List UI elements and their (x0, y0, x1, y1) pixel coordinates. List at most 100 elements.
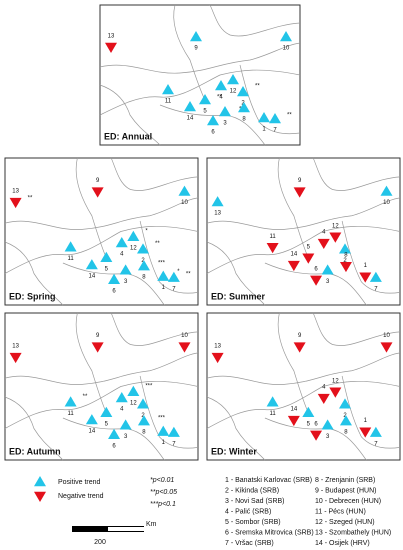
station-label: 8 (142, 430, 146, 436)
map-boundary (75, 157, 107, 258)
station-label: 7 (273, 128, 277, 134)
station-label: 1 (262, 127, 266, 133)
significance-label: ** (83, 394, 88, 400)
legend: Positive trend Negative trend *p<0.01 **p<0… (34, 476, 391, 547)
significance-label: *** (158, 416, 166, 422)
map-boundary (173, 4, 206, 101)
map-boundary (4, 352, 199, 385)
station-label: 7 (172, 441, 176, 447)
station-label: 10 (383, 200, 390, 206)
legend-negative: Negative trend (58, 493, 104, 500)
station-label: 3 (326, 279, 330, 285)
station-name: 3 - Novi Sad (SRB) (225, 498, 285, 505)
map-boundary (277, 157, 309, 258)
map-boundary (206, 380, 401, 429)
positive-trend-marker (137, 415, 150, 426)
panel-frame (4, 157, 199, 306)
positive-trend-marker (100, 251, 113, 262)
negative-trend-marker (9, 352, 22, 364)
station-label: 8 (344, 430, 348, 436)
map-boundary (110, 157, 199, 191)
station-label: 8 (242, 117, 246, 123)
station-label: 14 (187, 116, 194, 122)
station-label: 13 (214, 211, 221, 217)
negative-trend-marker (91, 187, 104, 198)
positive-trend-marker (184, 101, 196, 112)
scale-bar-half (108, 527, 144, 531)
panel-frame (206, 312, 401, 461)
positive-trend-marker (321, 264, 334, 275)
station-label: 4 (120, 407, 124, 413)
negative-trend-marker (293, 187, 306, 198)
positive-trend-marker (302, 406, 315, 417)
positive-trend-marker (85, 414, 98, 425)
station-label: 9 (194, 46, 198, 52)
station-label: 14 (89, 429, 96, 435)
station-label: 11 (270, 234, 277, 240)
positive-trend-marker (64, 241, 77, 252)
negative-trend-marker (317, 238, 330, 250)
negative-trend-marker (339, 261, 352, 273)
positive-trend-marker (100, 406, 113, 417)
significance-label: ** (217, 95, 222, 101)
station-label: 3 (326, 434, 330, 440)
panel-title: ED: Spring (9, 291, 56, 301)
station-name: 2 - Kikinda (SRB) (225, 487, 279, 494)
positive-trend-marker (136, 243, 149, 254)
station-label: 5 (307, 244, 311, 250)
panel-title: ED: Annual (104, 131, 152, 141)
positive-trend-marker (258, 112, 270, 123)
station-name: 13 - Szombathely (HUN) (315, 529, 391, 536)
negative-trend-marker (266, 243, 279, 254)
negative-trend-marker (302, 253, 315, 264)
station-label: 9 (298, 333, 302, 339)
station-name: 8 - Zrenjanin (SRB) (315, 477, 375, 484)
station-label: 1 (162, 285, 166, 291)
station-label: 4 (322, 385, 326, 391)
station-label: 2 (343, 258, 347, 264)
positive-trend-marker (280, 31, 292, 42)
station-label: 13 (214, 344, 221, 350)
significance-label: *** (145, 383, 153, 389)
positive-trend-marker (369, 426, 382, 437)
station-label: 9 (96, 178, 100, 184)
scale-value: 200 (94, 539, 106, 546)
map-boundary (341, 220, 401, 294)
positive-trend-marker (237, 86, 249, 97)
positive-trend-marker (162, 84, 174, 95)
negative-trend-marker (293, 342, 306, 353)
panel-frame (206, 157, 401, 306)
negative-trend-marker (310, 430, 323, 441)
positive-trend-marker (207, 115, 219, 126)
station-label: 4 (322, 230, 326, 236)
positive-trend-marker (167, 426, 180, 437)
station-label: 9 (96, 333, 100, 339)
negative-trend-marker (287, 260, 300, 272)
station-label: 13 (12, 189, 19, 195)
positive-trend-marker (127, 385, 140, 396)
positive-trend-marker (108, 428, 121, 439)
station-label: 6 (112, 443, 116, 449)
station-label: 3 (124, 279, 128, 285)
station-name: 14 - Osijek (HRV) (315, 540, 370, 547)
station-label: 1 (364, 418, 368, 424)
positive-trend-marker (266, 396, 279, 407)
positive-trend-marker (380, 185, 393, 196)
station-label: 2 (343, 413, 347, 419)
map-panel: ED: Spring 1 * 2 ** 3 4 5 6 7 ** 8 *** 9 10 11 12 * 13 ** 14 (4, 157, 199, 306)
positive-trend-marker (227, 74, 239, 85)
station-name: 11 - Pécs (HUN) (315, 508, 366, 515)
station-name: 6 - Sremska Mitrovica (SRB) (225, 529, 314, 536)
positive-trend-marker (64, 396, 77, 407)
positive-trend-marker (119, 419, 132, 430)
map-boundary (206, 197, 401, 230)
negative-trend-marker (178, 342, 191, 353)
positive-trend-marker (137, 260, 150, 271)
map-boundary (4, 241, 64, 306)
positive-trend-marker (115, 237, 128, 248)
